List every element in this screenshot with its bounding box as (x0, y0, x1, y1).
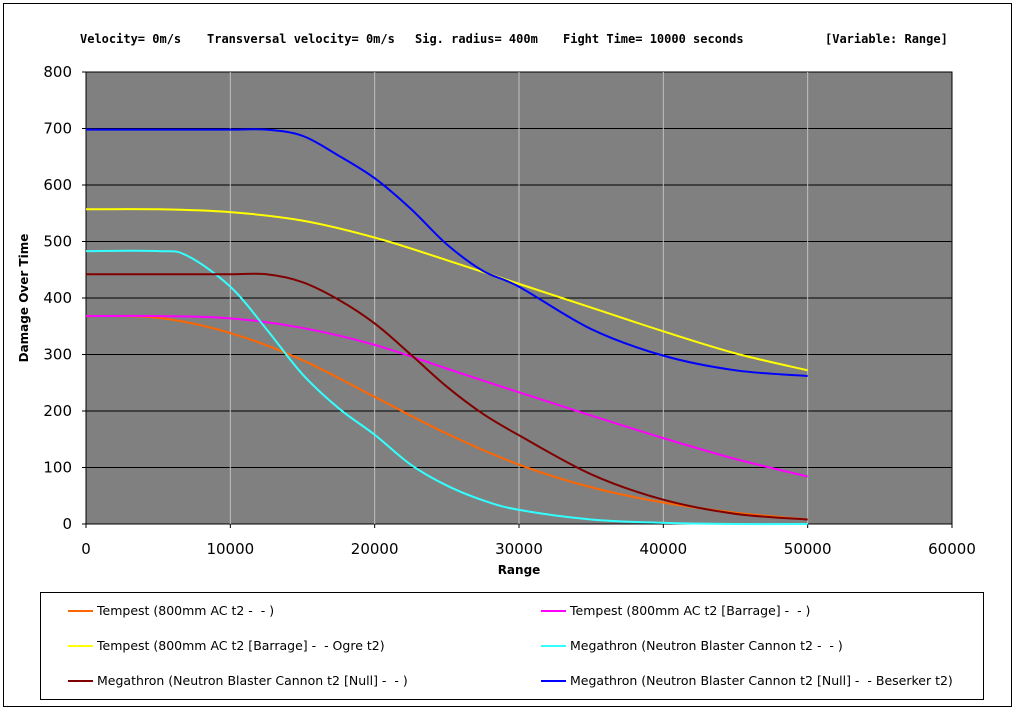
transversal-velocity-label: Transversal velocity= 0m/s (207, 32, 395, 46)
series-line-6 (86, 128, 808, 377)
y-axis-label: Damage Over Time (17, 234, 31, 363)
series-line-1 (85, 314, 808, 521)
legend-swatch (68, 609, 93, 612)
x-tick-label: 20000 (351, 540, 399, 558)
legend-swatch (541, 679, 566, 682)
legend-item-1: Tempest (800mm AC t2 - - ) (68, 603, 274, 618)
x-tick-label: 60000 (928, 540, 976, 558)
legend-label: Megathron (Neutron Blaster Cannon t2 [Nu… (97, 673, 408, 688)
y-tick-label: 300 (43, 346, 72, 364)
x-tick-label: 40000 (639, 540, 687, 558)
y-tick-label: 0 (62, 515, 72, 533)
series-line-5 (86, 272, 808, 521)
legend-item-3: Tempest (800mm AC t2 [Barrage] - - Ogre … (68, 638, 385, 653)
variable-label: [Variable: Range] (825, 32, 948, 46)
line-chart: 0 100 200 300 400 500 600 700 800 0 10000 20000 3000… (17, 63, 976, 577)
x-tick-label: 30000 (495, 540, 543, 558)
signature-radius-label: Sig. radius= 400m (415, 32, 538, 46)
x-axis-label: Range (498, 563, 541, 577)
legend-swatch (541, 609, 566, 612)
y-tick-label: 700 (43, 120, 72, 138)
y-tick-label: 800 (43, 63, 72, 81)
fight-time-label: Fight Time= 10000 seconds (563, 32, 744, 46)
legend-item-5: Megathron (Neutron Blaster Cannon t2 [Nu… (68, 673, 408, 688)
y-tick-label: 100 (43, 459, 72, 477)
series-line-4 (85, 249, 808, 526)
chart-legend: Tempest (800mm AC t2 - - ) Tempest (800mm… (40, 592, 984, 700)
series-line-3 (85, 208, 808, 372)
series-line-2 (85, 314, 808, 478)
y-tick-label: 400 (43, 289, 72, 307)
x-tick-label: 0 (81, 540, 91, 558)
legend-label: Megathron (Neutron Blaster Cannon t2 - -… (570, 638, 843, 653)
legend-item-6: Megathron (Neutron Blaster Cannon t2 [Nu… (541, 673, 953, 688)
legend-label: Tempest (800mm AC t2 - - ) (97, 603, 275, 618)
legend-label: Tempest (800mm AC t2 [Barrage] - - Ogre … (97, 638, 385, 653)
y-tick-label: 200 (43, 402, 72, 420)
legend-label: Tempest (800mm AC t2 [Barrage] - - ) (570, 603, 811, 618)
legend-item-4: Megathron (Neutron Blaster Cannon t2 - -… (541, 638, 843, 653)
legend-item-2: Tempest (800mm AC t2 [Barrage] - - ) (541, 603, 810, 618)
legend-swatch (68, 679, 93, 682)
legend-swatch (68, 644, 93, 647)
velocity-label: Velocity= 0m/s (80, 32, 182, 46)
y-tick-label: 600 (43, 176, 72, 194)
x-tick-label: 10000 (206, 540, 254, 558)
legend-swatch (541, 644, 566, 647)
y-tick-label: 500 (43, 233, 72, 251)
legend-label: Megathron (Neutron Blaster Cannon t2 [Nu… (570, 673, 953, 688)
x-tick-label: 50000 (784, 540, 832, 558)
